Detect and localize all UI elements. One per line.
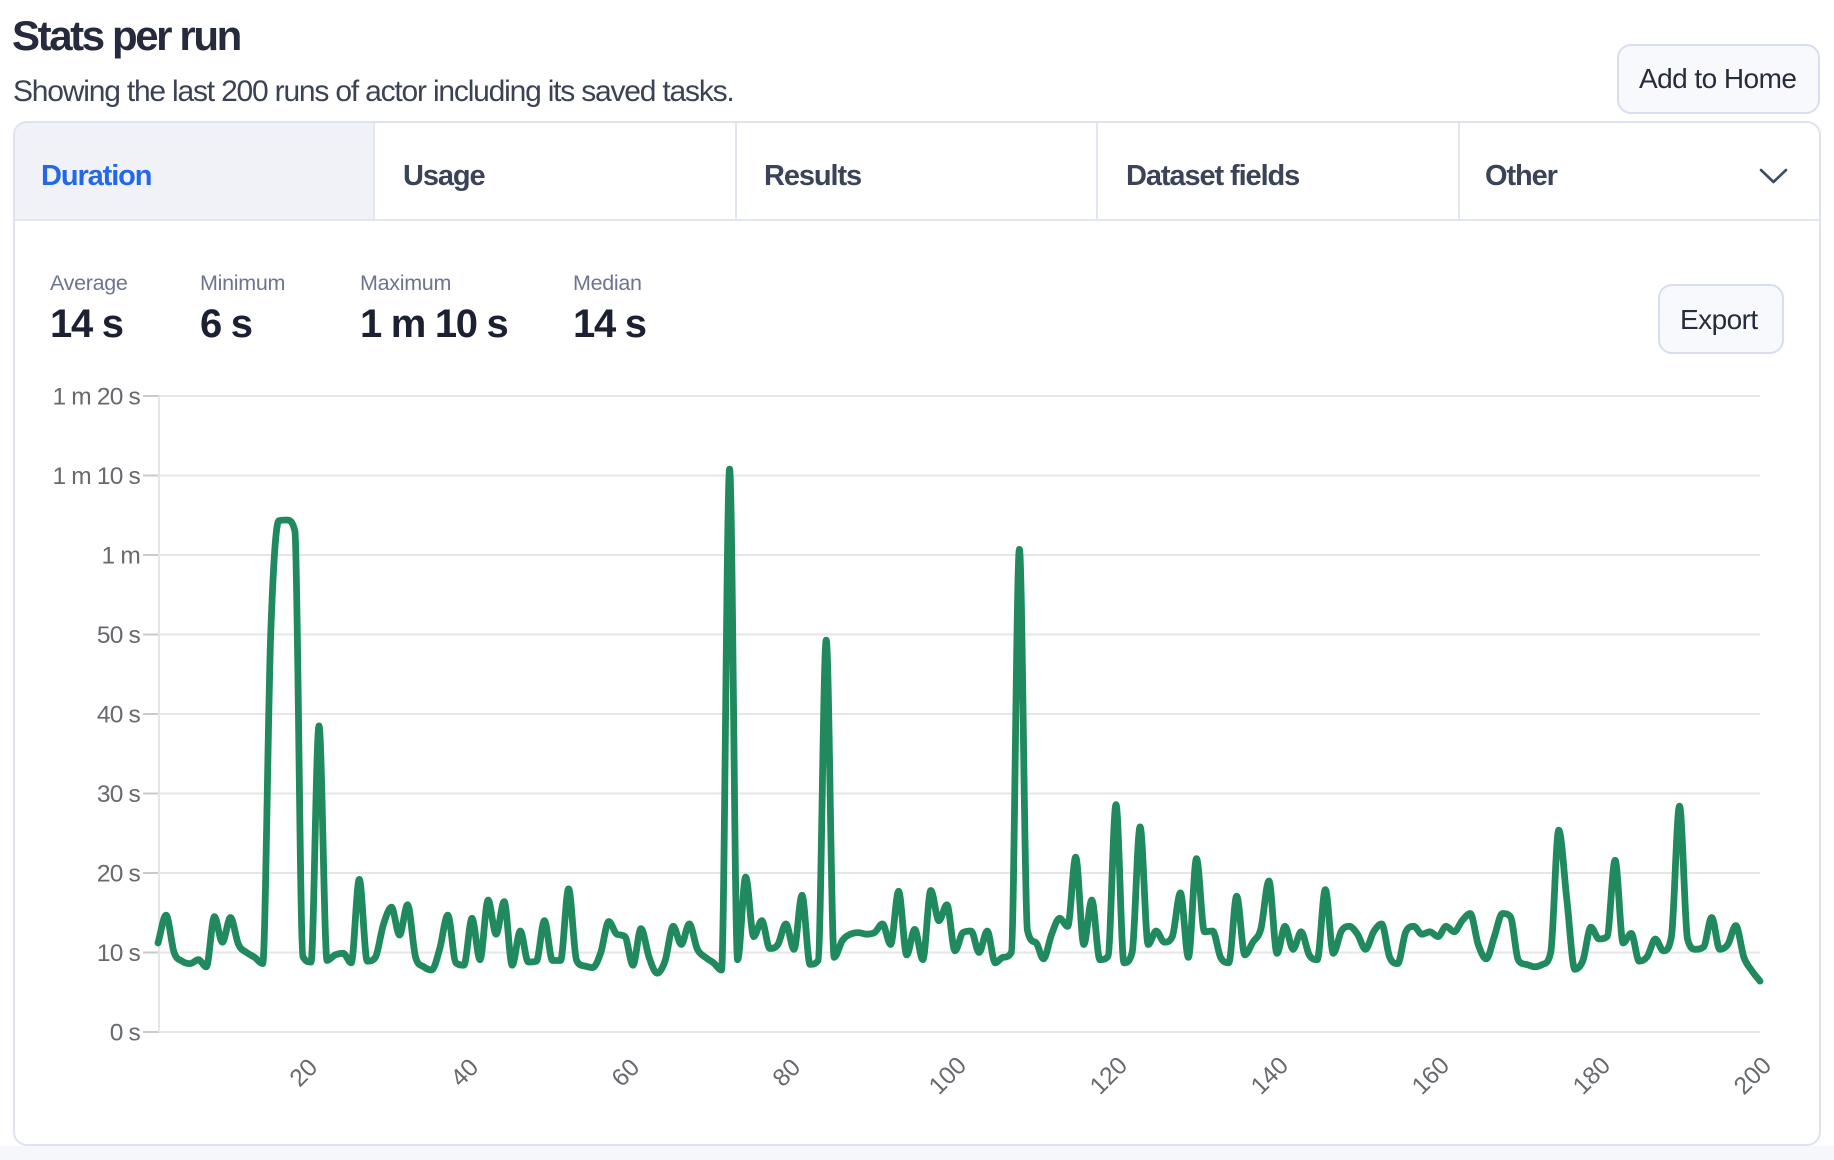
svg-text:160: 160 — [1407, 1052, 1455, 1100]
svg-text:40 s: 40 s — [97, 702, 141, 729]
svg-text:1 m 20 s: 1 m 20 s — [52, 384, 140, 411]
svg-text:10 s: 10 s — [97, 940, 141, 967]
svg-text:180: 180 — [1568, 1052, 1616, 1100]
svg-text:1 m: 1 m — [102, 543, 140, 570]
svg-text:20 s: 20 s — [97, 861, 141, 888]
svg-text:40: 40 — [446, 1054, 484, 1092]
svg-text:50 s: 50 s — [97, 622, 141, 649]
svg-text:0 s: 0 s — [110, 1020, 141, 1047]
svg-text:20: 20 — [285, 1054, 323, 1092]
svg-text:60: 60 — [607, 1054, 645, 1092]
svg-text:200: 200 — [1729, 1052, 1777, 1100]
svg-text:80: 80 — [768, 1054, 806, 1092]
svg-text:100: 100 — [924, 1052, 972, 1100]
svg-text:120: 120 — [1085, 1052, 1133, 1100]
svg-text:1 m 10 s: 1 m 10 s — [52, 463, 140, 490]
svg-text:140: 140 — [1246, 1052, 1294, 1100]
svg-text:30 s: 30 s — [97, 781, 141, 808]
